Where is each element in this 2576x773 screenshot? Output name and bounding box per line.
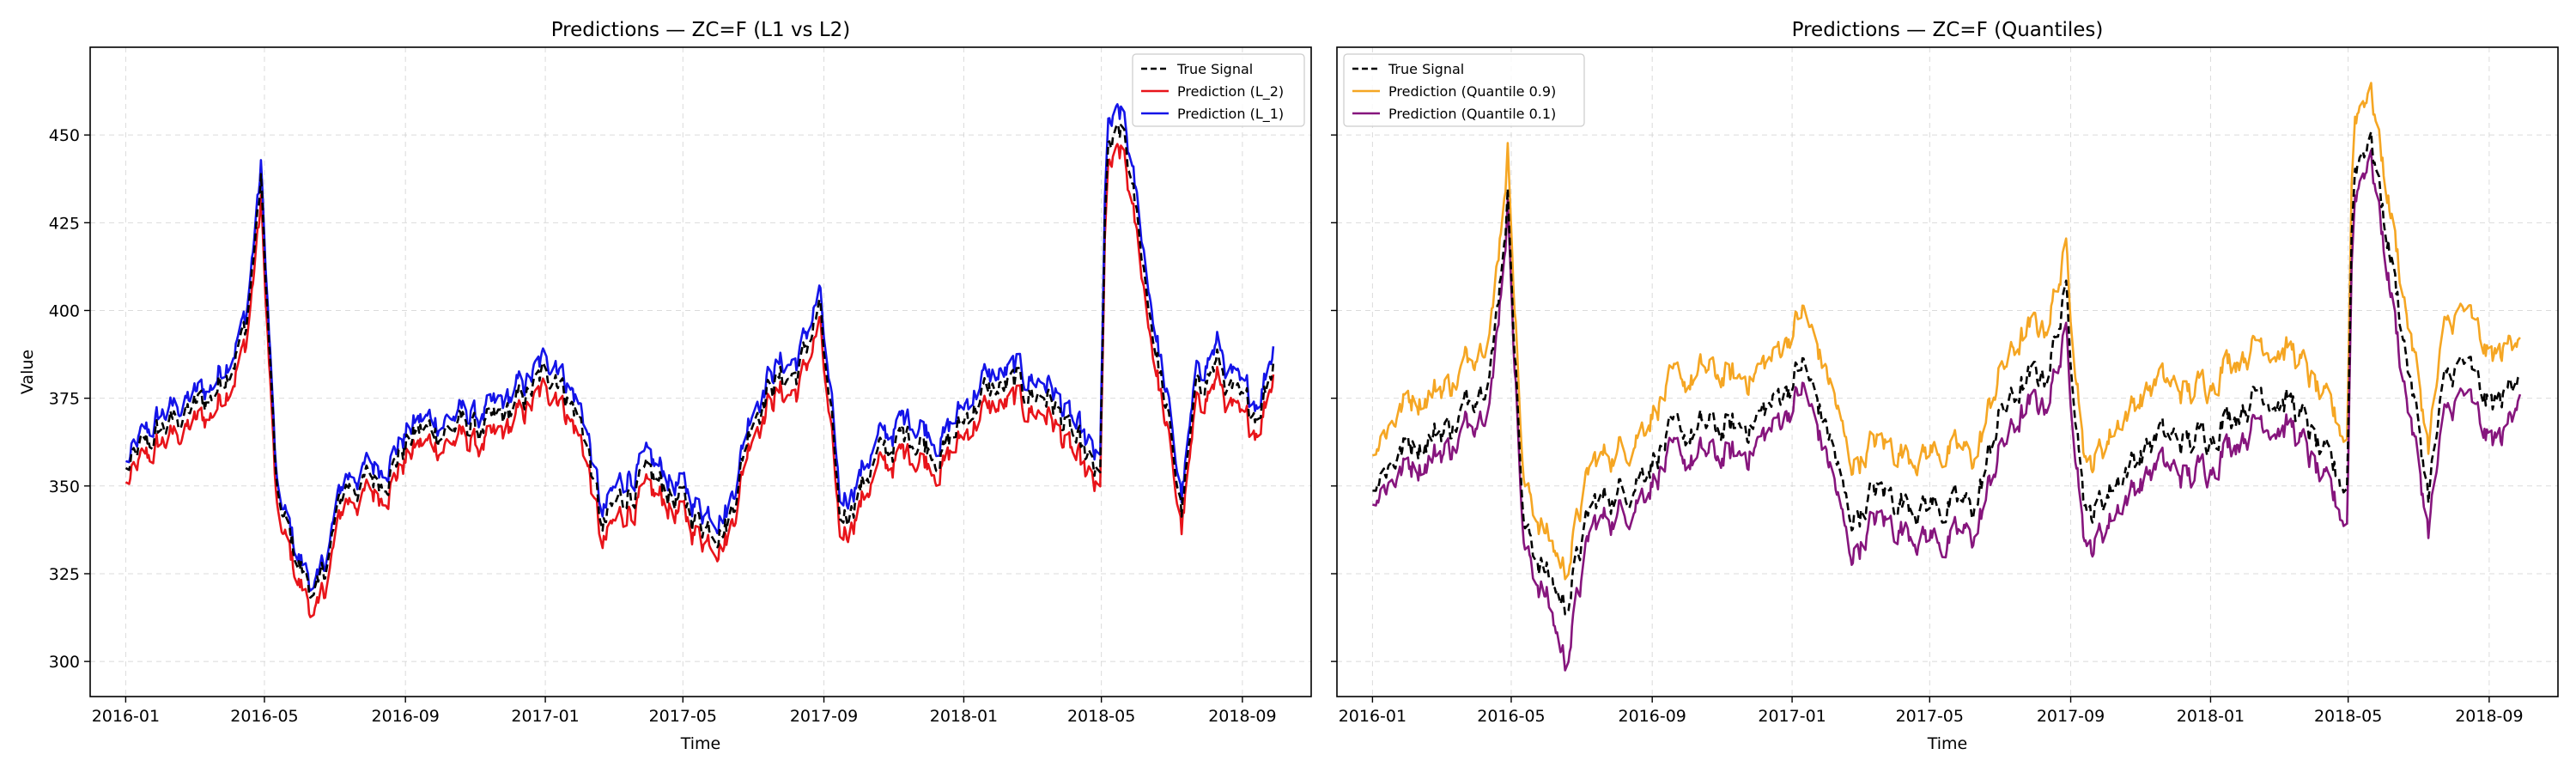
x-tick-label: 2017-05 <box>649 707 717 726</box>
x-tick-label: 2016-01 <box>1339 707 1406 726</box>
x-tick-label: 2017-01 <box>511 707 579 726</box>
legend-label: Prediction (L_2) <box>1177 83 1284 100</box>
x-tick-label: 2018-01 <box>2177 707 2245 726</box>
legend-label: True Signal <box>1176 61 1253 77</box>
x-tick-label: 2017-01 <box>1758 707 1826 726</box>
axes-frame <box>89 46 1312 697</box>
chart-title: Predictions — ZC=F (L1 vs L2) <box>551 19 851 41</box>
x-tick-label: 2018-05 <box>2314 707 2382 726</box>
x-tick-label: 2018-09 <box>2455 707 2523 726</box>
x-tick-label: 2016-01 <box>92 707 160 726</box>
series-line-prediction-quantile-0-1- <box>1372 149 2522 672</box>
x-axis-label: Time <box>680 734 721 753</box>
x-axis-label: Time <box>1927 734 1968 753</box>
series-line-prediction-l-1- <box>125 103 1275 592</box>
chart-panel-1: 300 325 350 375 400 425 450 2016-01 2016-05 2016-… <box>18 19 1312 753</box>
x-tick-label: 2016-05 <box>1477 707 1545 726</box>
y-tick-label: 425 <box>49 214 80 233</box>
chart-title: Predictions — ZC=F (Quantiles) <box>1792 19 2104 41</box>
y-tick-label: 325 <box>49 565 80 584</box>
y-tick-label: 450 <box>49 126 80 145</box>
x-tick-label: 2017-09 <box>790 707 858 726</box>
x-tick-label: 2017-05 <box>1896 707 1964 726</box>
legend: True Signal Prediction (L_2) Prediction (L… <box>1132 53 1305 127</box>
legend-label: Prediction (L_1) <box>1177 106 1284 123</box>
y-axis-label: Value <box>18 350 37 394</box>
x-tick-label: 2018-01 <box>930 707 998 726</box>
chart-panel-2: 2016-01 2016-05 2016-09 2017-01 2017-05 2017-… <box>1331 19 2559 753</box>
series-line-prediction-quantile-0-9- <box>1372 82 2521 581</box>
axes-frame <box>1336 46 2559 697</box>
x-tick-label: 2018-05 <box>1067 707 1135 726</box>
y-tick-label: 400 <box>49 301 80 320</box>
x-tick-label: 2016-09 <box>1618 707 1686 726</box>
x-tick-label: 2017-09 <box>2037 707 2105 726</box>
series-line-prediction-l-2- <box>125 143 1275 618</box>
legend-box <box>1132 53 1305 127</box>
x-tick-label: 2016-09 <box>371 707 439 726</box>
legend-label: Prediction (Quantile 0.9) <box>1388 83 1556 100</box>
series-line-true-signal <box>1372 131 2522 616</box>
legend-box <box>1343 53 1585 127</box>
x-tick-label: 2018-09 <box>1208 707 1276 726</box>
x-tick-label: 2016-05 <box>230 707 298 726</box>
y-tick-label: 350 <box>49 478 80 496</box>
y-tick-label: 300 <box>49 653 80 672</box>
y-tick-label: 375 <box>49 390 80 409</box>
series-line-true-signal <box>125 123 1275 599</box>
legend: True Signal Prediction (Quantile 0.9) Pred… <box>1343 53 1585 127</box>
legend-label: True Signal <box>1388 61 1464 77</box>
legend-label: Prediction (Quantile 0.1) <box>1388 106 1556 122</box>
